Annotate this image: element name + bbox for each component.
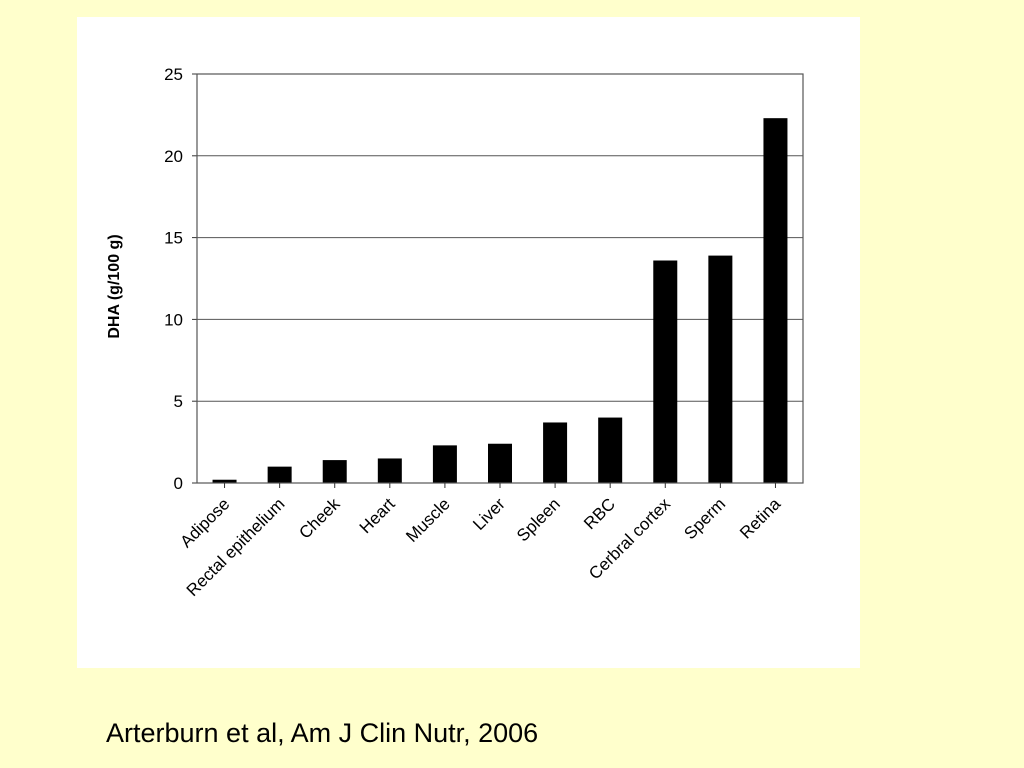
x-tick-label: RBC [580, 494, 619, 533]
bar-sperm [708, 255, 733, 483]
bars [212, 118, 788, 483]
x-tick-label: Retina [736, 494, 785, 543]
y-tick-label: 20 [164, 147, 183, 166]
y-tick-label: 10 [164, 310, 183, 329]
y-tick-label: 5 [174, 392, 183, 411]
bar-heart [377, 458, 402, 483]
x-tick-label: Liver [469, 494, 509, 534]
bar-rbc [598, 417, 623, 483]
bar-spleen [543, 422, 568, 483]
y-tick-labels: 0 5 10 15 20 25 [164, 65, 183, 493]
citation-text: Arterburn et al, Am J Clin Nutr, 2006 [106, 718, 539, 748]
x-tick-label: Rectal epithelium [183, 494, 289, 600]
y-tick-label: 25 [164, 65, 183, 84]
x-tick-label: Sperm [680, 494, 729, 543]
bar-adipose [212, 479, 237, 483]
bar-cheek [322, 460, 347, 483]
y-tick-label: 0 [174, 474, 183, 493]
chart-panel: 0 5 10 15 20 25 Adipose Rectal epithelium Cheek… [77, 17, 860, 668]
bar-muscle [432, 445, 457, 483]
x-tick-label: Spleen [513, 494, 564, 545]
x-tick-label: Adipose [176, 494, 233, 551]
bar-cerbral-cortex [653, 260, 678, 483]
x-tick-label: Heart [356, 494, 399, 537]
y-axis-label: DHA (g/100 g) [106, 234, 123, 338]
axes [192, 73, 804, 488]
x-tick-label: Muscle [402, 494, 454, 546]
x-tick-label: Cheek [295, 494, 344, 543]
y-tick-label: 15 [164, 229, 183, 248]
bar-retina [763, 118, 788, 483]
bar-liver [488, 443, 512, 483]
bar-rectal-epithelium [267, 466, 292, 483]
